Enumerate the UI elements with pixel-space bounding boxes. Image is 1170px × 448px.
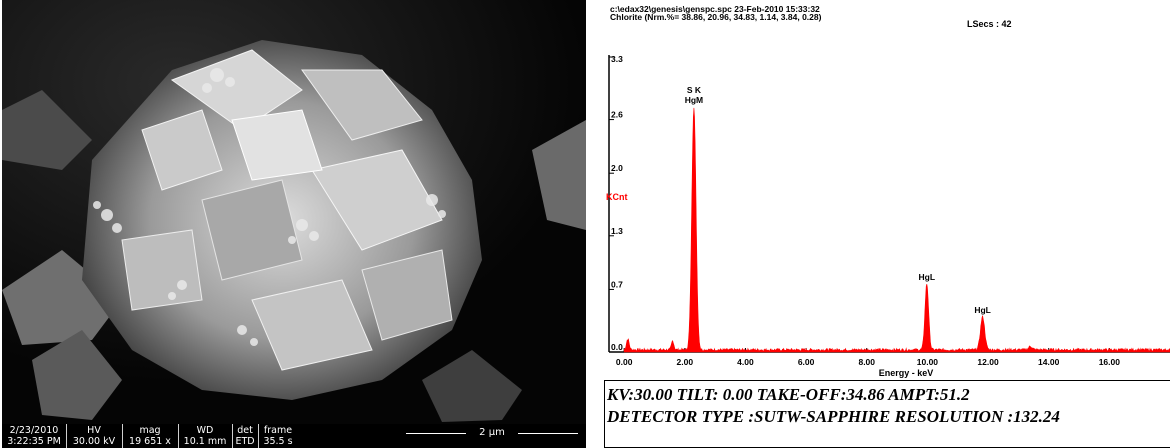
peak-label: HgM [685, 95, 703, 105]
eds-spectrum-panel: c:\edax32\genesis\genspc.spc 23-Feb-2010… [604, 0, 1170, 448]
scale-bar-label: 2 µm [466, 427, 518, 439]
x-tick-label: 0.00 [616, 357, 633, 367]
date-text: 2/23/2010 [9, 425, 59, 436]
y-tick-label: 2.0 [611, 163, 623, 173]
sem-image [2, 0, 586, 424]
eds-chart: 0.0 0.7 1.3 2.0 2.6 3.3 0.00 2.00 4.00 6.00 8.00 1… [606, 54, 1170, 378]
wd-cell: WD 10.1 mm [178, 424, 233, 448]
hv-label: HV [87, 425, 101, 436]
x-tick-label: 2.00 [677, 357, 694, 367]
x-axis-label: Energy - keV [879, 368, 934, 378]
eds-file-header: c:\edax32\genesis\genspc.spc 23-Feb-2010… [610, 4, 820, 14]
mag-label: mag [139, 425, 161, 436]
y-tick-label: 1.3 [611, 226, 623, 236]
x-tick-label: 14.00 [1038, 357, 1060, 367]
x-tick-label: 8.00 [858, 357, 875, 367]
time-text: 3:22:35 PM [7, 436, 61, 447]
spectrum-series [623, 107, 1170, 353]
frame-value: 35.5 s [263, 436, 293, 447]
frame-cell: frame 35.5 s [258, 424, 298, 448]
x-tick-label: 6.00 [798, 357, 815, 367]
y-tick-label: 2.6 [611, 110, 623, 120]
y-axis-ticks: 0.0 0.7 1.3 2.0 2.6 3.3 [609, 54, 623, 353]
y-axis-label: KCnt [606, 192, 628, 202]
peak-label: HgL [919, 272, 936, 282]
x-tick-label: 12.00 [977, 357, 999, 367]
eds-acquisition-footer: KV:30.00 TILT: 0.00 TAKE-OFF:34.86 AMPT:… [604, 380, 1170, 448]
date-time-cell: 2/23/2010 3:22:35 PM [2, 424, 67, 448]
eds-sample-header: Chlorite (Nrm.%= 38.86, 20.96, 34.83, 1.… [610, 12, 822, 22]
mag-cell: mag 19 651 x [122, 424, 179, 448]
spectrum-area [623, 107, 1170, 353]
sem-info-bar: 2/23/2010 3:22:35 PM HV 30.00 kV mag 19 … [2, 424, 586, 448]
wd-label: WD [196, 425, 214, 436]
detector-params: DETECTOR TYPE :SUTW-SAPPHIRE RESOLUTION … [607, 407, 1060, 426]
y-tick-label: 3.3 [611, 54, 623, 64]
hv-cell: HV 30.00 kV [66, 424, 123, 448]
eds-live-seconds: LSecs : 42 [967, 19, 1012, 29]
x-tick-label: 4.00 [737, 357, 754, 367]
peak-label: S K [687, 85, 702, 95]
hv-value: 30.00 kV [72, 436, 116, 447]
x-tick-label: 16.00 [1099, 357, 1121, 367]
frame-label: frame [263, 425, 293, 436]
sem-micrograph: 2/23/2010 3:22:35 PM HV 30.00 kV mag 19 … [2, 0, 586, 448]
acquisition-params: KV:30.00 TILT: 0.00 TAKE-OFF:34.86 AMPT:… [607, 385, 970, 404]
y-tick-label: 0.7 [611, 279, 623, 289]
mag-value: 19 651 x [129, 436, 171, 447]
peak-label: HgL [974, 305, 991, 315]
det-cell: det ETD [232, 424, 259, 448]
y-tick-label: 0.0 [611, 342, 623, 352]
wd-value: 10.1 mm [183, 436, 227, 447]
x-tick-label: 10.00 [917, 357, 939, 367]
det-label: det [237, 425, 253, 436]
det-value: ETD [235, 436, 255, 447]
